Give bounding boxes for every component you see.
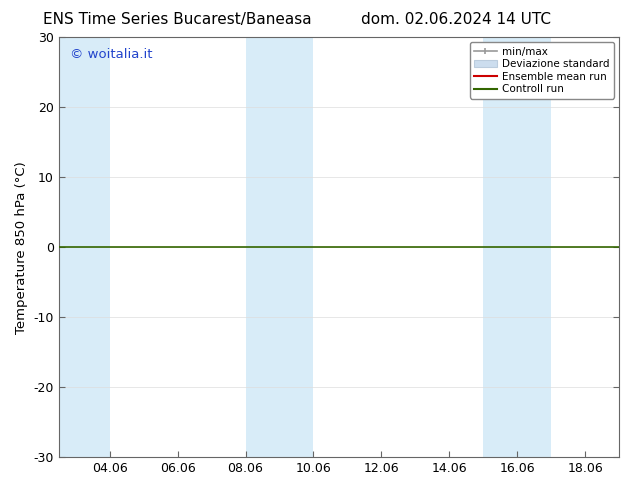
Text: © woitalia.it: © woitalia.it	[70, 48, 153, 61]
Y-axis label: Temperature 850 hPa (°C): Temperature 850 hPa (°C)	[15, 161, 28, 334]
Bar	[483, 37, 551, 457]
Bar	[59, 37, 110, 457]
Text: dom. 02.06.2024 14 UTC: dom. 02.06.2024 14 UTC	[361, 12, 552, 27]
Legend: min/max, Deviazione standard, Ensemble mean run, Controll run: min/max, Deviazione standard, Ensemble m…	[470, 42, 614, 98]
Bar	[245, 37, 313, 457]
Text: ENS Time Series Bucarest/Baneasa: ENS Time Series Bucarest/Baneasa	[43, 12, 312, 27]
